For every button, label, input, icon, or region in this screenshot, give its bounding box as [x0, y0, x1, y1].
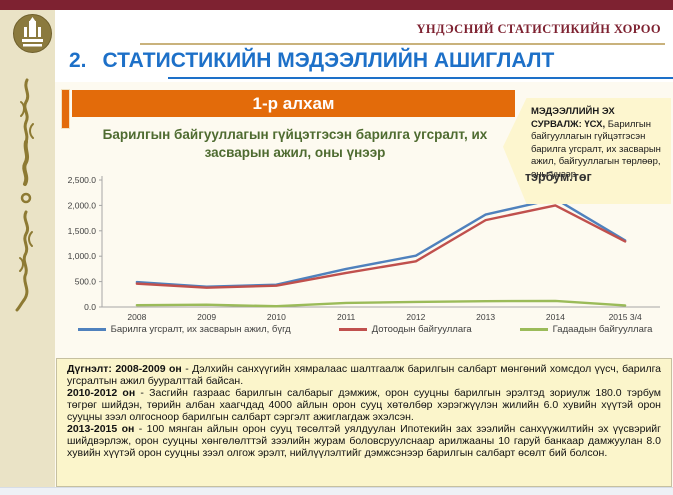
svg-text:2009: 2009	[197, 312, 216, 322]
slide-header: ҮНДЭСНИЙ СТАТИСТИКИЙН ХОРОО 2. СТАТИСТИКИ…	[55, 10, 673, 82]
source-callout-text: Барилгын байгууллагын гүйцэтгэсэн барилг…	[531, 118, 661, 180]
legend-swatch	[519, 328, 548, 331]
svg-text:2013: 2013	[476, 312, 495, 322]
page-title-number: 2.	[69, 49, 87, 72]
svg-text:0.0: 0.0	[84, 302, 96, 312]
legend-item: Дотоодын байгууллага	[338, 324, 472, 335]
conclusion-paragraph: 2013-2015 он - 100 мянган айлын орон суу…	[67, 423, 661, 459]
conclusion-p2-lead: 2010-2012 он	[67, 387, 136, 400]
svg-text:2010: 2010	[267, 312, 286, 322]
sidebar	[0, 10, 55, 487]
step-banner: 1-р алхам	[72, 90, 515, 117]
conclusion-p3-lead: 2013-2015 он	[67, 423, 135, 436]
unit-label: тэрбум.төг	[525, 170, 592, 184]
top-accent-bar	[0, 0, 673, 10]
slide-content: 1-р алхам Барилгын байгууллагын гүйцэтгэ…	[55, 82, 673, 487]
conclusion-p1-lead: Дүгнэлт: 2008-2009 он	[67, 363, 182, 375]
conclusion-box: Дүгнэлт: 2008-2009 он - Дэлхийн санхүүги…	[56, 358, 672, 487]
svg-text:2014: 2014	[546, 312, 565, 322]
svg-text:2015 3/4: 2015 3/4	[609, 312, 642, 322]
chart-title: Барилгын байгууллагын гүйцэтгэсэн барилг…	[102, 127, 488, 161]
legend-label: Барилга угсралт, их засварын ажил, бүгд	[110, 324, 291, 335]
mongolian-script-decoration	[12, 72, 42, 317]
title-underline	[168, 77, 673, 79]
chart-legend: Барилга угсралт, их засварын ажил, бүгд Д…	[60, 324, 670, 335]
gold-divider	[140, 43, 665, 45]
svg-text:2008: 2008	[127, 312, 146, 322]
conclusion-paragraph: Дүгнэлт: 2008-2009 он - Дэлхийн санхүүги…	[67, 363, 661, 387]
nso-logo	[12, 13, 53, 54]
banner-edge-shape	[61, 89, 70, 129]
bottom-strip	[0, 487, 673, 495]
conclusion-p2-text: - Засгийн газраас барилгын салбарыг дэмж…	[67, 387, 661, 424]
svg-text:1,000.0: 1,000.0	[68, 251, 97, 261]
svg-text:2012: 2012	[406, 312, 425, 322]
svg-text:2011: 2011	[337, 312, 356, 322]
conclusion-p3-text: - 100 мянган айлын орон сууц төсөлтэй уя…	[67, 423, 662, 460]
page-title: 2. СТАТИСТИКИЙН МЭДЭЭЛЛИЙН АШИГЛАЛТ	[69, 49, 554, 73]
conclusion-p1-text: - Дэлхийн санхүүгийн хямралаас шалтгаалж…	[67, 363, 662, 388]
svg-text:500.0: 500.0	[75, 277, 97, 287]
organization-name: ҮНДЭСНИЙ СТАТИСТИКИЙН ХОРОО	[416, 22, 661, 36]
legend-label: Дотоодын байгууллага	[371, 324, 472, 335]
legend-item: Гадаадын байгууллага	[519, 324, 653, 335]
source-callout-lead: МЭДЭЭЛЛИЙН ЭХ СУРВАЛЖ: ҮСХ,	[531, 106, 615, 130]
source-callout: МЭДЭЭЛЛИЙН ЭХ СУРВАЛЖ: ҮСХ, Барилгын бай…	[503, 98, 671, 204]
svg-text:2,500.0: 2,500.0	[68, 175, 97, 185]
conclusion-paragraph: 2010-2012 он - Засгийн газраас барилгын …	[67, 387, 661, 423]
svg-text:1,500.0: 1,500.0	[68, 226, 97, 236]
legend-label: Гадаадын байгууллага	[552, 324, 653, 335]
legend-swatch	[77, 328, 106, 331]
svg-text:2,000.0: 2,000.0	[68, 200, 97, 210]
page-title-text: СТАТИСТИКИЙН МЭДЭЭЛЛИЙН АШИГЛАЛТ	[102, 49, 555, 72]
legend-swatch	[338, 328, 367, 331]
legend-item: Барилга угсралт, их засварын ажил, бүгд	[77, 324, 291, 335]
